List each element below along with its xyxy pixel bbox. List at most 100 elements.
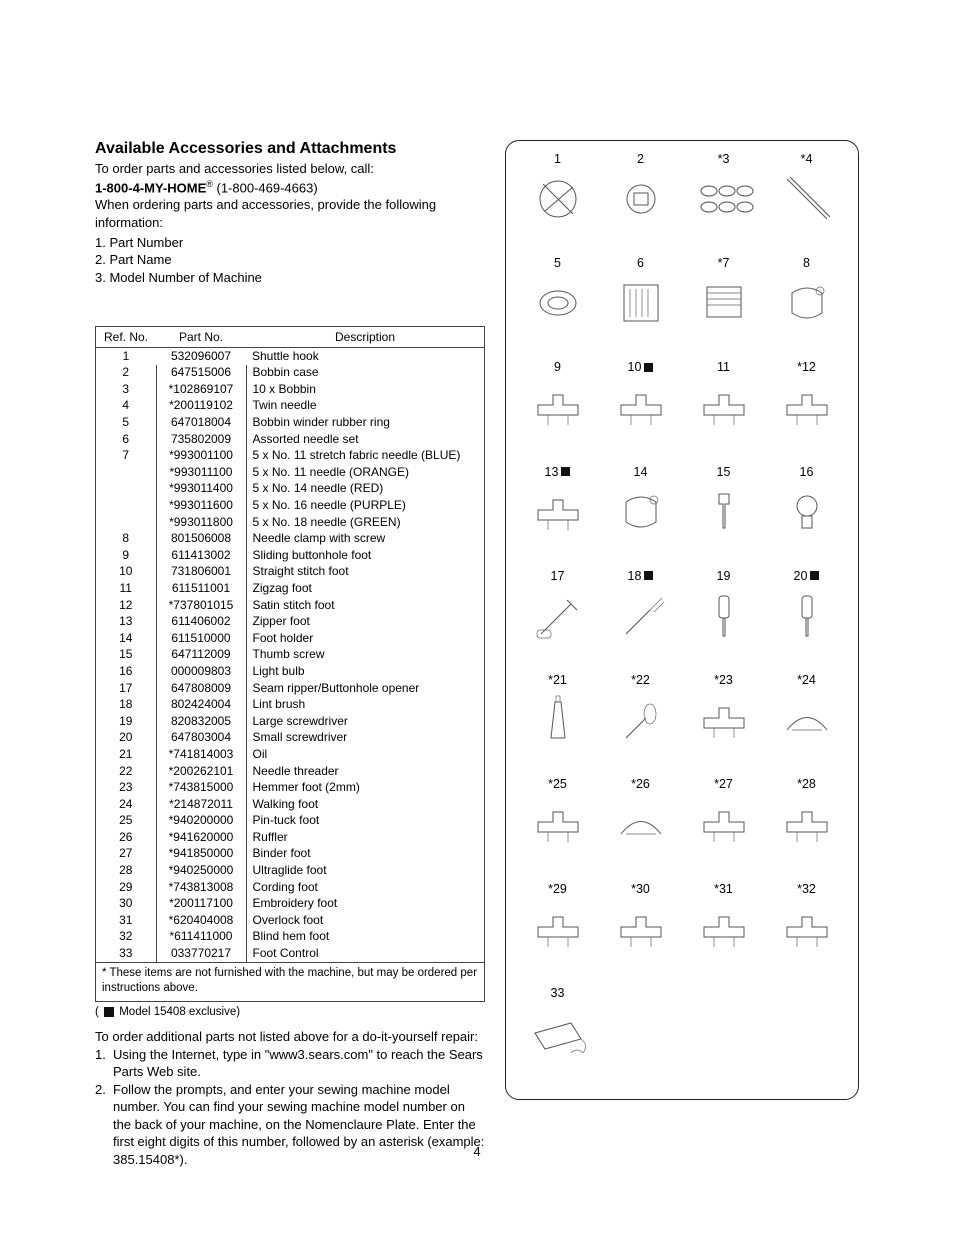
order-more-intro: To order additional parts not listed abo… (95, 1028, 485, 1046)
cell-ref: 29 (96, 879, 156, 896)
cell-desc: 5 x No. 16 needle (PURPLE) (246, 498, 484, 515)
cell-desc: Ultraglide foot (246, 863, 484, 880)
diagram-cell: *21 (520, 672, 595, 772)
cell-desc: Needle clamp with screw (246, 531, 484, 548)
accessory-icon (772, 794, 842, 852)
diagram-label: *3 (718, 151, 730, 167)
cell-partno: 820832005 (156, 713, 246, 730)
square-icon (644, 571, 653, 580)
cell-partno: 647808009 (156, 680, 246, 697)
cell-ref: 7 (96, 448, 156, 465)
cell-desc: Zigzag foot (246, 580, 484, 597)
cell-desc: Small screwdriver (246, 730, 484, 747)
accessory-icon (606, 169, 676, 227)
legend-open: ( (95, 1006, 102, 1018)
cell-ref (96, 481, 156, 498)
cell-partno: *200262101 (156, 763, 246, 780)
info-item-1: 1. Part Number (95, 234, 485, 252)
diagram-cell: 9 (520, 359, 595, 459)
diagram-label: *26 (631, 776, 650, 792)
cell-ref: 27 (96, 846, 156, 863)
diagram-label: 5 (554, 255, 561, 271)
cell-ref: 30 (96, 896, 156, 913)
cell-desc: Assorted needle set (246, 431, 484, 448)
cell-partno: 611511001 (156, 580, 246, 597)
info-list: 1. Part Number 2. Part Name 3. Model Num… (95, 234, 485, 287)
diagram-cell: 2 (603, 151, 678, 251)
table-row: 33033770217Foot Control (96, 946, 484, 963)
accessory-icon (606, 482, 676, 540)
left-column: Available Accessories and Attachments To… (95, 140, 485, 1168)
diagram-cell: 1 (520, 151, 595, 251)
diagram-label: 2 (637, 151, 644, 167)
diagram-cell: 16 (769, 464, 844, 564)
cell-desc: 10 x Bobbin (246, 381, 484, 398)
diagram-label: *28 (797, 776, 816, 792)
diagram-cell: 6 (603, 255, 678, 355)
cell-desc: Pin-tuck foot (246, 813, 484, 830)
diagram-cell: 10 (603, 359, 678, 459)
accessory-icon (523, 690, 593, 748)
diagram-cell: 33 (520, 985, 595, 1085)
cell-desc: Cording foot (246, 879, 484, 896)
diagram-cell: *28 (769, 776, 844, 876)
cell-desc: Overlock foot (246, 912, 484, 929)
cell-partno: 033770217 (156, 946, 246, 963)
cell-partno: *993001100 (156, 448, 246, 465)
diagram-label: 6 (637, 255, 644, 271)
table-row: 28*940250000Ultraglide foot (96, 863, 484, 880)
cell-partno: 731806001 (156, 564, 246, 581)
diagram-label: *29 (548, 881, 567, 897)
diagram-label: 33 (551, 985, 565, 1001)
diagram-cell: *26 (603, 776, 678, 876)
intro-line-2: When ordering parts and accessories, pro… (95, 196, 485, 231)
diagram-cell: 13 (520, 464, 595, 564)
cell-desc: Foot holder (246, 630, 484, 647)
cell-desc: Blind hem foot (246, 929, 484, 946)
table-row: *9930118005 x No. 18 needle (GREEN) (96, 514, 484, 531)
cell-desc: 5 x No. 14 needle (RED) (246, 481, 484, 498)
table-row: 27*941850000Binder foot (96, 846, 484, 863)
cell-ref: 2 (96, 365, 156, 382)
cell-partno: *940200000 (156, 813, 246, 830)
diagram-cell: *30 (603, 881, 678, 981)
cell-desc: Walking foot (246, 796, 484, 813)
table-row: *9930116005 x No. 16 needle (PURPLE) (96, 498, 484, 515)
accessory-icon (689, 377, 759, 435)
info-item-3: 3. Model Number of Machine (95, 269, 485, 287)
table-row: 15647112009Thumb screw (96, 647, 484, 664)
accessories-diagram-panel: 12*3*456*7891011*121314151617181920*21*2… (505, 140, 859, 1100)
diagram-label: 14 (634, 464, 648, 480)
cell-ref: 17 (96, 680, 156, 697)
cell-ref: 22 (96, 763, 156, 780)
diagram-label: *21 (548, 672, 567, 688)
table-row: 21*741814003Oil (96, 746, 484, 763)
cell-ref: 21 (96, 746, 156, 763)
cell-ref: 15 (96, 647, 156, 664)
cell-partno: *743813008 (156, 879, 246, 896)
cell-partno: 647515006 (156, 365, 246, 382)
cell-ref: 1 (96, 348, 156, 365)
diagram-label: 11 (717, 359, 730, 375)
cell-partno: 611510000 (156, 630, 246, 647)
square-icon (104, 1007, 114, 1017)
diagram-label: *7 (718, 255, 730, 271)
cell-desc: Foot Control (246, 946, 484, 963)
diagram-label: 16 (800, 464, 814, 480)
cell-desc: Ruffler (246, 829, 484, 846)
accessory-icon (606, 586, 676, 644)
diagram-cell: *25 (520, 776, 595, 876)
table-row: 8801506008Needle clamp with screw (96, 531, 484, 548)
table-row: 7*9930011005 x No. 11 stretch fabric nee… (96, 448, 484, 465)
table-row: 12*737801015Satin stitch foot (96, 597, 484, 614)
diagram-cell: *22 (603, 672, 678, 772)
diagram-cell: 18 (603, 568, 678, 668)
cell-ref: 10 (96, 564, 156, 581)
table-row: 5647018004Bobbin winder rubber ring (96, 415, 484, 432)
cell-ref: 23 (96, 780, 156, 797)
cell-ref: 31 (96, 912, 156, 929)
cell-partno: 647112009 (156, 647, 246, 664)
cell-ref: 8 (96, 531, 156, 548)
cell-ref: 9 (96, 547, 156, 564)
table-row: 25*940200000Pin-tuck foot (96, 813, 484, 830)
